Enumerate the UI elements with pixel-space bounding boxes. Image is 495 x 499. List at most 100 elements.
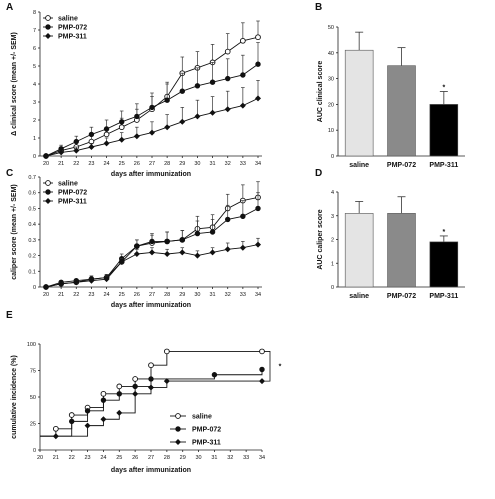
x-tick-label: 32 <box>227 455 233 461</box>
data-point <box>240 37 246 44</box>
y-tick-label: 30 <box>328 77 334 83</box>
y-axis-label: caliper score (mean +/- SEM) <box>11 184 18 280</box>
legend-marker <box>45 33 51 39</box>
x-axis-label: days after immunization <box>111 302 191 309</box>
data-point <box>225 216 231 223</box>
data-point <box>73 138 79 145</box>
y-tick-label: 7 <box>33 28 36 34</box>
category-label: PMP-311 <box>429 162 458 169</box>
category-label: PMP-311 <box>429 293 458 300</box>
data-point <box>164 251 171 257</box>
y-tick-label: 0.4 <box>28 222 36 228</box>
data-point <box>118 136 125 143</box>
data-point <box>116 383 123 390</box>
data-point <box>52 433 59 440</box>
y-tick-label: 0.6 <box>28 191 36 197</box>
x-tick-label: 29 <box>179 292 185 298</box>
y-tick-label: 0.7 <box>28 175 36 181</box>
x-tick-label: 33 <box>240 161 246 167</box>
data-point <box>84 422 91 429</box>
x-tick-label: 23 <box>85 455 91 461</box>
data-point <box>179 118 186 125</box>
x-tick-label: 30 <box>194 161 200 167</box>
x-tick-label: 30 <box>196 455 202 461</box>
x-tick-label: 21 <box>53 455 59 461</box>
legend-label: saline <box>58 181 78 188</box>
panel-c: C 0 0.1 0.2 0.3 0.4 0.5 0.6 0.7 20 21 22 23 24 25 26 27 2… <box>6 168 262 309</box>
y-tick-label: 0 <box>331 285 334 291</box>
data-point <box>69 418 75 425</box>
data-point <box>224 106 231 113</box>
data-point <box>88 144 95 150</box>
x-tick-label: 25 <box>119 161 125 167</box>
x-tick-label: 26 <box>134 161 140 167</box>
panel-label-b: B <box>315 2 322 13</box>
data-point <box>148 362 154 369</box>
y-tick-label: 1 <box>33 136 36 142</box>
data-point <box>116 409 123 416</box>
data-point <box>134 243 140 249</box>
x-tick-label: 32 <box>225 292 231 298</box>
data-point <box>43 153 49 159</box>
y-tick-label: 2 <box>33 118 36 124</box>
data-point <box>134 113 140 120</box>
x-tick-label: 28 <box>164 161 170 167</box>
data-point <box>209 249 216 256</box>
legend-label: PMP-072 <box>192 427 221 434</box>
data-point <box>209 109 216 116</box>
bar-pmp-311 <box>429 241 459 288</box>
y-tick-label: 75 <box>30 369 36 375</box>
legend-marker <box>175 413 181 419</box>
category-label: PMP-072 <box>387 162 416 169</box>
data-point <box>103 140 110 147</box>
y-tick-label: 1 <box>331 261 334 267</box>
data-point <box>164 124 171 131</box>
x-tick-label: 34 <box>255 292 261 298</box>
y-tick-label: 10 <box>328 128 334 134</box>
legend-label: PMP-072 <box>58 190 87 197</box>
y-tick-label: 8 <box>33 10 36 16</box>
data-point <box>179 88 185 94</box>
data-point <box>133 251 140 257</box>
category-label: PMP-072 <box>387 293 416 300</box>
series-pmp-311 <box>43 80 261 159</box>
x-tick-label: 33 <box>243 455 249 461</box>
x-tick-label: 21 <box>58 161 64 167</box>
x-tick-label: 22 <box>73 292 79 298</box>
data-point <box>164 238 170 245</box>
legend-marker <box>175 426 181 432</box>
category-label: saline <box>349 293 369 300</box>
legend-marker <box>175 439 181 445</box>
y-tick-label: 50 <box>328 25 334 31</box>
data-point <box>116 391 122 397</box>
y-tick-label: 4 <box>33 82 36 88</box>
data-point <box>255 34 261 41</box>
data-point <box>100 390 107 397</box>
data-point <box>58 149 65 156</box>
data-point <box>132 390 139 397</box>
y-tick-label: 0.5 <box>28 206 36 212</box>
data-point <box>259 378 265 385</box>
x-tick-label: 32 <box>225 161 231 167</box>
bar-pmp-311 <box>429 104 459 157</box>
x-tick-label: 20 <box>43 292 49 298</box>
x-tick-label: 27 <box>149 161 155 167</box>
bar-pmp-072 <box>387 65 416 157</box>
data-point <box>163 378 170 385</box>
data-point <box>224 246 231 253</box>
y-tick-label: 100 <box>27 342 36 348</box>
data-point <box>149 249 155 256</box>
x-tick-label: 22 <box>69 455 75 461</box>
data-point <box>211 372 218 378</box>
panel-label-e: E <box>6 310 13 321</box>
data-point <box>118 124 125 131</box>
category-label: saline <box>349 162 369 169</box>
x-axis-label: days after immunization <box>111 171 191 178</box>
x-tick-label: 23 <box>88 161 94 167</box>
x-tick-label: 28 <box>164 455 170 461</box>
legend-marker <box>45 198 51 204</box>
y-tick-label: 4 <box>331 190 334 196</box>
data-point <box>164 348 170 355</box>
series-pmp-311 <box>43 237 261 290</box>
